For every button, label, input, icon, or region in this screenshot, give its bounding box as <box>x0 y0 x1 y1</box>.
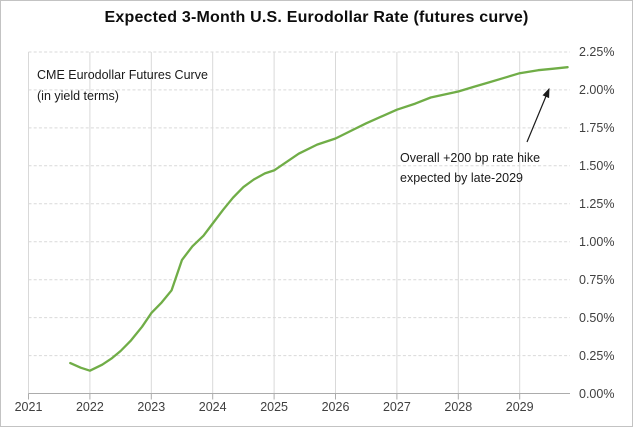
y-axis-tick-label: 1.75% <box>579 120 615 135</box>
rate-hike-callout-line2: expected by late-2029 <box>400 171 524 185</box>
x-axis-tick-label: 2024 <box>198 400 227 414</box>
y-axis-tick-label: 1.00% <box>579 234 615 249</box>
y-axis-tick-label: 2.25% <box>579 45 615 59</box>
y-axis-tick-label: 2.00% <box>579 82 615 97</box>
x-axis-tick-label: 2021 <box>14 400 43 414</box>
rate-hike-callout-line1: Overall +200 bp rate hike <box>400 151 541 165</box>
y-axis-tick-label: 0.75% <box>579 272 615 287</box>
y-axis-tick-label: 1.25% <box>579 196 615 211</box>
chart-title: Expected 3-Month U.S. Eurodollar Rate (f… <box>104 9 529 26</box>
y-axis-tick-label: 0.50% <box>579 310 615 325</box>
x-axis-tick-label: 2025 <box>260 400 288 414</box>
x-axis-tick-label: 2027 <box>382 400 411 414</box>
futures-curve-line <box>69 66 569 372</box>
curve-label-line1: CME Eurodollar Futures Curve <box>37 68 208 82</box>
x-axis-tick-label: 2028 <box>444 400 473 414</box>
y-axis-tick-label: 0.00% <box>579 386 615 401</box>
callout-arrow <box>526 87 550 143</box>
x-axis-tick-label: 2022 <box>75 400 104 414</box>
rate-hike-callout: Overall +200 bp rate hike expected by la… <box>400 148 540 188</box>
x-axis-tick-label: 2023 <box>137 400 166 414</box>
curve-label-line2: (in yield terms) <box>37 89 119 103</box>
curve-label-annotation: CME Eurodollar Futures Curve (in yield t… <box>37 65 208 107</box>
y-axis-tick-label: 1.50% <box>579 158 615 173</box>
y-axis-tick-label: 0.25% <box>579 348 615 363</box>
x-axis-tick-label: 2029 <box>505 400 534 414</box>
x-axis-tick-label: 2026 <box>321 400 350 414</box>
